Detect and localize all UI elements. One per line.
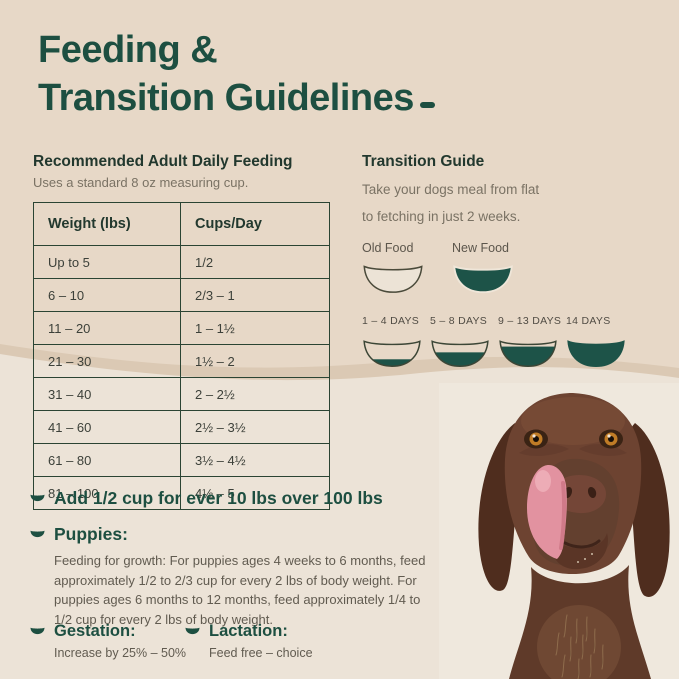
cups-cell: 2/3 – 1 — [180, 278, 330, 312]
transition-stage: 9 – 13 DAYS — [498, 315, 562, 368]
bowl-bullet-icon — [30, 627, 45, 635]
gestation-body: Increase by 25% – 50% — [54, 646, 187, 660]
transition-stage: 5 – 8 DAYS — [430, 315, 490, 368]
table-row: 81 – 100 4½ – 5 — [33, 476, 330, 510]
dog-photo — [439, 383, 679, 679]
weight-cell: 21 – 30 — [33, 344, 181, 378]
transition-subheading: Take your dogs meal from flat to fetchin… — [362, 176, 662, 230]
title-line2: Transition Guidelines — [38, 77, 414, 119]
puppies-note: Puppies: Feeding for growth: For puppies… — [30, 523, 426, 629]
table-row: 6 – 10 2/3 – 1 — [33, 278, 330, 312]
legend-old-food: Old Food — [362, 241, 424, 294]
cups-header: Cups/Day — [180, 202, 330, 246]
table-row: 11 – 20 1 – 1½ — [33, 311, 330, 345]
cups-cell: 3½ – 4½ — [180, 443, 330, 477]
weight-cell: 61 – 80 — [33, 443, 181, 477]
cups-cell: 1/2 — [180, 245, 330, 279]
weight-header: Weight (lbs) — [33, 202, 181, 246]
bowl-icon — [431, 340, 489, 367]
new-food-bowl-icon — [453, 265, 513, 294]
old-food-label: Old Food — [362, 241, 414, 255]
transition-heading: Transition Guide — [362, 153, 485, 170]
add-note: Add 1/2 cup for ever 10 lbs over 100 lbs — [30, 487, 383, 509]
feeding-table: Weight (lbs) Cups/Day Up to 5 1/2 6 – 10 2/… — [33, 202, 330, 510]
puppies-heading: Puppies: — [54, 524, 128, 544]
cups-cell: 4½ – 5 — [180, 476, 330, 510]
transition-sub-line2: to fetching in just 2 weeks. — [362, 209, 521, 224]
lactation-note: Lactation: Feed free – choice — [185, 620, 313, 660]
feeding-table-body: Up to 5 1/2 6 – 10 2/3 – 1 11 – 20 1 – 1½ 21 –… — [33, 245, 330, 510]
stage-label: 9 – 13 DAYS — [498, 315, 562, 327]
transition-stage: 1 – 4 DAYS — [362, 315, 422, 368]
dog-eyes — [524, 429, 623, 449]
weight-cell: 11 – 20 — [33, 311, 181, 345]
transition-sub-line1: Take your dogs meal from flat — [362, 182, 540, 197]
bowl-icon — [567, 340, 625, 367]
stage-label: 1 – 4 DAYS — [362, 315, 420, 327]
feeding-subheading: Uses a standard 8 oz measuring cup. — [33, 175, 249, 190]
weight-cell: 41 – 60 — [33, 410, 181, 444]
table-row: 61 – 80 3½ – 4½ — [33, 443, 330, 477]
old-food-bowl-icon — [363, 265, 423, 293]
title-period-mark — [419, 102, 435, 108]
gestation-heading: Gestation: — [54, 622, 136, 640]
weight-cell: 6 – 10 — [33, 278, 181, 312]
table-header-row: Weight (lbs) Cups/Day — [33, 202, 330, 246]
table-row: Up to 5 1/2 — [33, 245, 330, 279]
table-row: 41 – 60 2½ – 3½ — [33, 410, 330, 444]
transition-stages: 1 – 4 DAYS 5 – 8 DAYS 9 – 13 DAYS 14 DAYS — [362, 315, 662, 368]
cups-cell: 1 – 1½ — [180, 311, 330, 345]
puppies-body: Feeding for growth: For puppies ages 4 w… — [54, 553, 426, 627]
weight-cell: Up to 5 — [33, 245, 181, 279]
add-note-text: Add 1/2 cup for ever 10 lbs over 100 lbs — [54, 488, 383, 508]
bowl-bullet-icon — [30, 530, 45, 538]
transition-legend: Old Food New Food — [362, 241, 662, 294]
bowl-bullet-icon — [185, 627, 200, 635]
title-line1: Feeding & — [38, 29, 218, 71]
gestation-note: Gestation: Increase by 25% – 50% — [30, 620, 186, 660]
cups-cell: 1½ – 2 — [180, 344, 330, 378]
new-food-label: New Food — [452, 241, 509, 255]
stage-label: 14 DAYS — [566, 315, 611, 327]
weight-cell: 81 – 100 — [33, 476, 181, 510]
cups-cell: 2 – 2½ — [180, 377, 330, 411]
transition-section: Transition Guide Take your dogs meal fro… — [362, 153, 662, 368]
bowl-bullet-icon — [30, 494, 45, 502]
transition-stage: 14 DAYS — [566, 315, 626, 368]
lactation-heading: Lactation: — [209, 622, 288, 640]
bowl-icon — [363, 340, 421, 367]
legend-new-food: New Food — [452, 241, 514, 294]
lactation-body: Feed free – choice — [209, 646, 313, 660]
table-row: 21 – 30 1½ – 2 — [33, 344, 330, 378]
cups-cell: 2½ – 3½ — [180, 410, 330, 444]
weight-cell: 31 – 40 — [33, 377, 181, 411]
feeding-heading: Recommended Adult Daily Feeding — [33, 153, 293, 170]
stage-label: 5 – 8 DAYS — [430, 315, 488, 327]
bowl-icon — [499, 340, 557, 367]
table-row: 31 – 40 2 – 2½ — [33, 377, 330, 411]
feeding-section: Recommended Adult Daily Feeding Uses a s… — [33, 153, 330, 510]
page-title: Feeding & Transition Guidelines — [38, 26, 435, 122]
